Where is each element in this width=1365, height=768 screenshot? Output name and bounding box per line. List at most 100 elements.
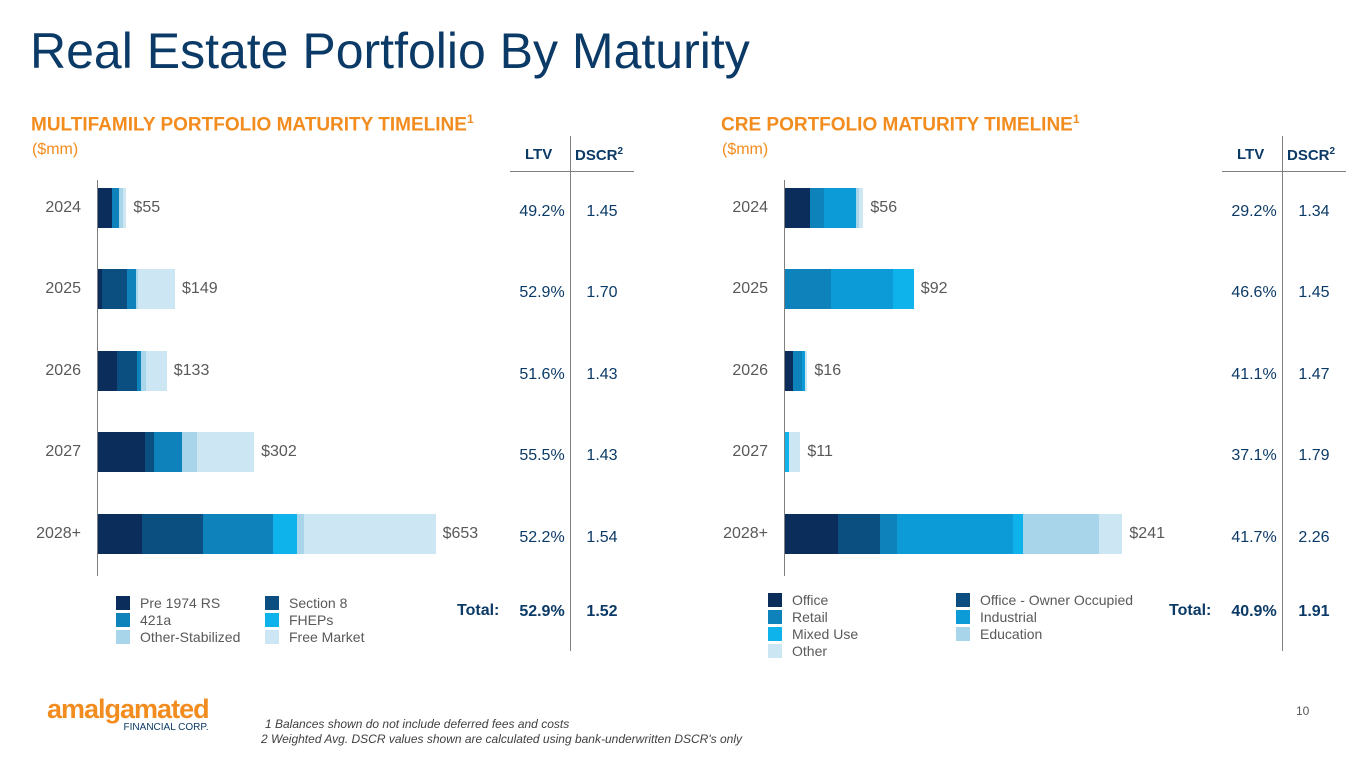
cre-section-title: CRE PORTFOLIO MATURITY TIMELINE1 (721, 112, 1080, 136)
multifamily-legend-label: Pre 1974 RS (140, 595, 221, 611)
cre-bar-segment (789, 432, 801, 472)
multifamily-bar-segment (136, 269, 139, 309)
multifamily-bar-total-label: $133 (173, 362, 210, 379)
cre-dscr-cell: 1.79 (1298, 447, 1330, 464)
multifamily-legend-label: Free Market (289, 629, 365, 645)
cre-legend-label: Mixed Use (792, 626, 859, 642)
multifamily-legend-swatch (116, 630, 130, 644)
multifamily-bar-segment (111, 188, 120, 228)
multifamily-dscr-cell: 1.43 (586, 366, 618, 383)
multifamily-year-label: 2025 (45, 280, 81, 297)
cre-bar-segment (801, 351, 805, 391)
cre-bar-segment (804, 351, 808, 391)
cre-bar-segment (880, 514, 897, 554)
multifamily-ltv-cell: 55.5% (519, 447, 565, 464)
multifamily-ltv-header: LTV (525, 146, 553, 163)
cre-dscr-cell: 1.47 (1298, 366, 1330, 383)
multifamily-title-footnote: 1 (466, 112, 474, 126)
cre-title-footnote: 1 (1072, 112, 1080, 126)
multifamily-ltv-cell: 51.6% (519, 366, 565, 383)
cre-bar-segment (810, 188, 825, 228)
multifamily-total-label: Total: (457, 602, 500, 619)
cre-table-vline (1282, 136, 1283, 651)
multifamily-bar-total-label: $302 (261, 443, 297, 460)
cre-units: ($mm) (722, 141, 769, 158)
cre-legend-item: Industrial (956, 609, 1037, 625)
cre-year-label: 2026 (732, 362, 768, 379)
cre-legend-swatch (768, 644, 782, 658)
multifamily-bar-segment (182, 432, 197, 472)
multifamily-year-label: 2026 (45, 362, 81, 379)
multifamily-bar-segment (126, 269, 137, 309)
multifamily-ltv-cell: 49.2% (519, 203, 565, 220)
cre-legend-label: Education (980, 626, 1043, 642)
multifamily-dscr-text: DSCR (575, 147, 618, 164)
logo-subtitle: FINANCIAL CORP. (123, 722, 209, 733)
cre-legend-label: Industrial (980, 609, 1037, 625)
multifamily-dscr-footnote: 2 (617, 146, 624, 157)
multifamily-table-divider (510, 171, 634, 172)
multifamily-ltv-cell: 52.2% (519, 529, 565, 546)
multifamily-bar-segment (196, 432, 255, 472)
cre-legend-label: Office (792, 592, 829, 608)
multifamily-bar-segment (119, 188, 123, 228)
multifamily-dscr-header: DSCR2 (575, 146, 623, 164)
cre-bar-total-label: $241 (1129, 525, 1165, 542)
cre-legend-swatch (956, 627, 970, 641)
multifamily-bar-segment (117, 351, 137, 391)
cre-ltv-cell: 41.1% (1231, 366, 1277, 383)
multifamily-legend-swatch (265, 630, 279, 644)
cre-bar-segment (859, 188, 864, 228)
cre-dscr-cell: 2.26 (1298, 529, 1330, 546)
multifamily-total-ltv: 52.9% (519, 603, 565, 620)
multifamily-bar-total-label: $149 (182, 280, 218, 297)
cre-bar-total-label: $11 (807, 443, 833, 460)
cre-axis-line (784, 180, 785, 576)
cre-legend-swatch (768, 610, 782, 624)
cre-legend-item: Retail (768, 609, 828, 625)
multifamily-bar-total-label: $653 (442, 525, 479, 542)
multifamily-bar-segment (146, 351, 167, 391)
multifamily-bar-segment (273, 514, 297, 554)
multifamily-year-label: 2028+ (36, 525, 81, 542)
page-number: 10 (1296, 704, 1310, 718)
multifamily-bar-segment (98, 269, 102, 309)
cre-legend-swatch (956, 593, 970, 607)
multifamily-total-dscr: 1.52 (586, 603, 618, 620)
cre-legend-label: Retail (792, 609, 828, 625)
multifamily-bar-segment (304, 514, 436, 554)
multifamily-units: ($mm) (32, 141, 79, 158)
cre-bar-segment (785, 351, 794, 391)
cre-title-text: CRE PORTFOLIO MATURITY TIMELINE (721, 114, 1073, 136)
cre-legend-label: Other (792, 643, 828, 659)
cre-legend-swatch (956, 610, 970, 624)
multifamily-dscr-cell: 1.70 (586, 284, 618, 301)
multifamily-legend-item: FHEPs (265, 612, 333, 628)
multifamily-dscr-cell: 1.45 (586, 203, 618, 220)
multifamily-legend-swatch (116, 596, 130, 610)
multifamily-year-label: 2027 (45, 443, 81, 460)
cre-legend-item: Education (956, 626, 1042, 642)
cre-dscr-footnote: 2 (1329, 146, 1336, 157)
footnote-1: 1 Balances shown do not include deferred… (265, 717, 570, 731)
multifamily-dscr-cell: 1.43 (586, 447, 618, 464)
cre-year-label: 2024 (732, 199, 768, 216)
multifamily-axis-line (97, 180, 98, 576)
cre-legend-item: Office (768, 592, 828, 608)
multifamily-bar-segment (145, 432, 154, 472)
multifamily-legend-label: Other-Stabilized (140, 629, 241, 645)
cre-year-label: 2027 (732, 443, 768, 460)
cre-bar-total-label: $56 (870, 199, 898, 216)
cre-bar-total-label: $92 (920, 280, 948, 297)
multifamily-bar-total-label: $55 (133, 199, 161, 216)
cre-ltv-cell: 29.2% (1231, 203, 1277, 220)
multifamily-legend-label: 421a (140, 612, 172, 628)
cre-bar-total-label: $16 (814, 362, 842, 379)
multifamily-table-vline (570, 136, 571, 651)
multifamily-legend-label: FHEPs (289, 612, 334, 628)
footnote-2: 2 Weighted Avg. DSCR values shown are ca… (261, 732, 742, 746)
multifamily-bar-segment (153, 432, 183, 472)
multifamily-legend-label: Section 8 (289, 595, 348, 611)
multifamily-legend-item: Section 8 (265, 595, 347, 611)
cre-bar-segment (856, 188, 860, 228)
